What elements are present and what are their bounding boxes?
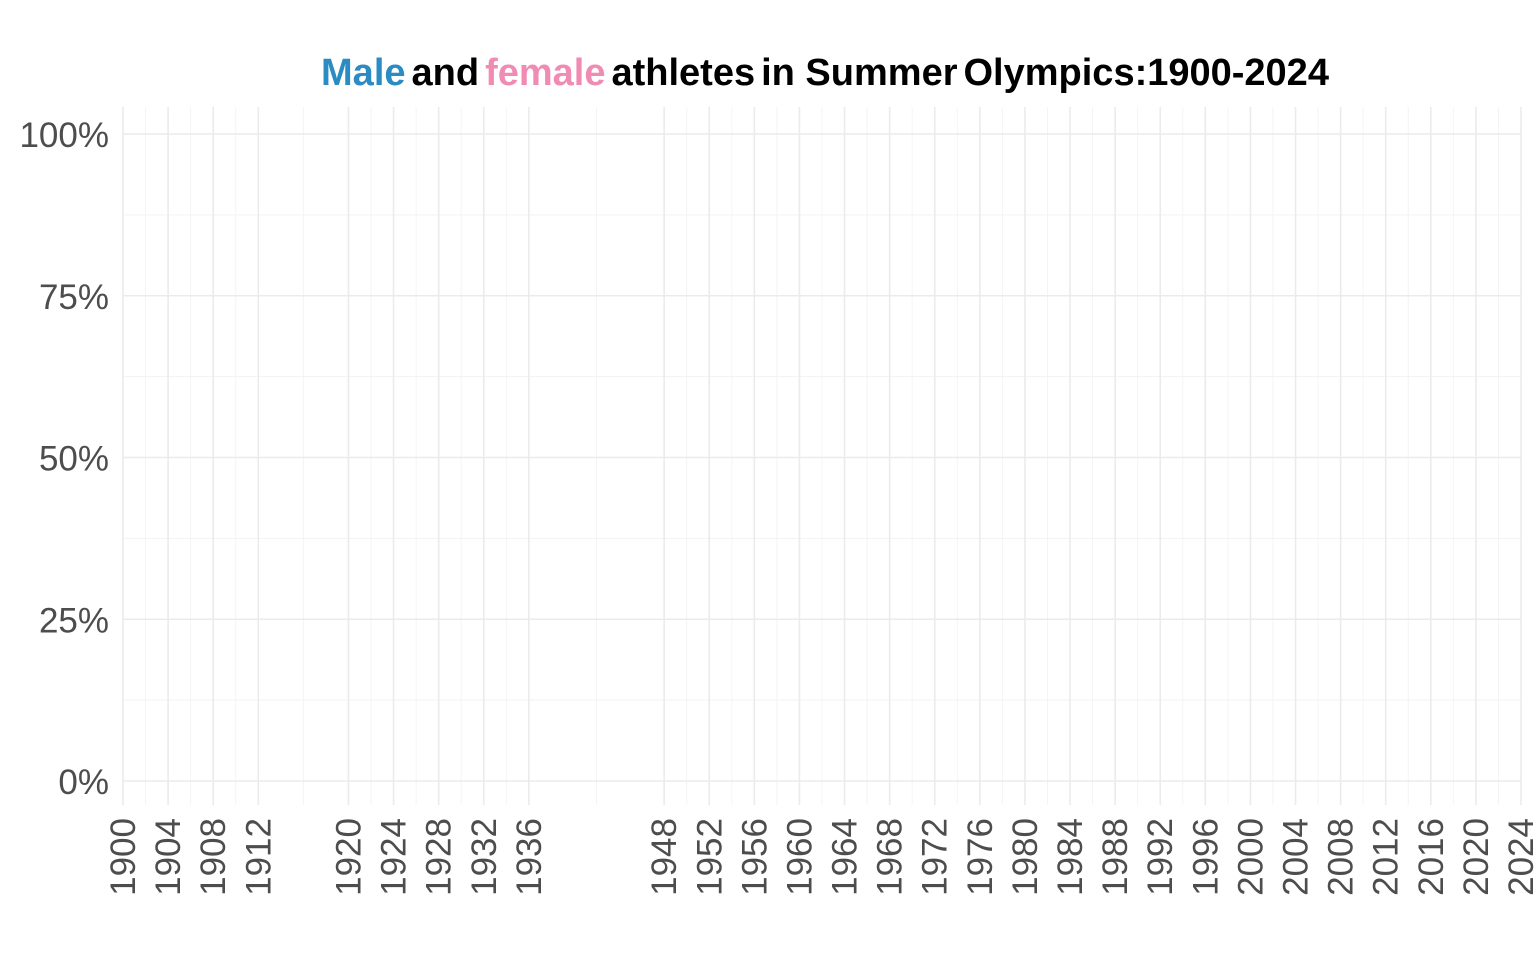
title-part-2: female	[485, 52, 606, 94]
x-tick-label: 1992	[1141, 818, 1180, 896]
title-part-3: athletes	[611, 52, 756, 94]
title-part-0: Male	[321, 52, 406, 94]
y-axis-ticks: 0% 25% 50% 75% 100%	[19, 116, 109, 802]
x-tick-label: 1924	[375, 818, 414, 896]
x-tick-label: 1988	[1096, 818, 1135, 896]
x-tick-label: 1960	[780, 818, 819, 896]
x-tick-label: 1972	[916, 818, 955, 896]
y-tick-label: 0%	[58, 763, 109, 802]
minor-gridlines	[123, 107, 1522, 805]
x-tick-label: 2020	[1457, 818, 1496, 896]
x-tick-label: 2024	[1502, 818, 1536, 896]
x-tick-label: 1984	[1051, 818, 1090, 896]
y-tick-label: 50%	[39, 440, 109, 479]
x-tick-label: 1952	[690, 818, 729, 896]
x-tick-label: 2016	[1412, 818, 1451, 896]
x-tick-label: 1908	[194, 818, 233, 896]
x-tick-label: 1948	[645, 818, 684, 896]
chart-title: Male and female athletes in Summer Olympics:1…	[0, 52, 1536, 95]
x-tick-label: 1900	[104, 818, 143, 896]
x-tick-label: 1964	[826, 818, 865, 896]
x-tick-label: 1996	[1186, 818, 1225, 896]
x-tick-label: 1928	[420, 818, 459, 896]
x-tick-label: 2004	[1277, 818, 1316, 896]
x-tick-label: 1912	[239, 818, 278, 896]
x-tick-label: 1904	[149, 818, 188, 896]
x-tick-label: 1956	[735, 818, 774, 896]
y-tick-label: 100%	[19, 116, 109, 155]
y-tick-label: 25%	[39, 601, 109, 640]
x-tick-label: 1976	[961, 818, 1000, 896]
major-gridlines	[122, 107, 1522, 805]
x-tick-label: 1920	[329, 818, 368, 896]
title-part-1: and	[411, 52, 480, 94]
x-tick-label: 1980	[1006, 818, 1045, 896]
x-tick-label: 1968	[871, 818, 910, 896]
x-tick-label: 2000	[1231, 818, 1270, 896]
y-tick-label: 75%	[39, 278, 109, 317]
x-axis-ticks: 1900 1904 1908 1912 1920 1924 1928 1932 1936 1948…	[104, 818, 1536, 896]
title-part-5: Olympics:1900-2024	[963, 52, 1329, 94]
x-tick-label: 2012	[1367, 818, 1406, 896]
x-tick-label: 2008	[1322, 818, 1361, 896]
title-part-4: in Summer	[761, 52, 958, 94]
x-tick-label: 1936	[510, 818, 549, 896]
x-tick-label: 1932	[465, 818, 504, 896]
